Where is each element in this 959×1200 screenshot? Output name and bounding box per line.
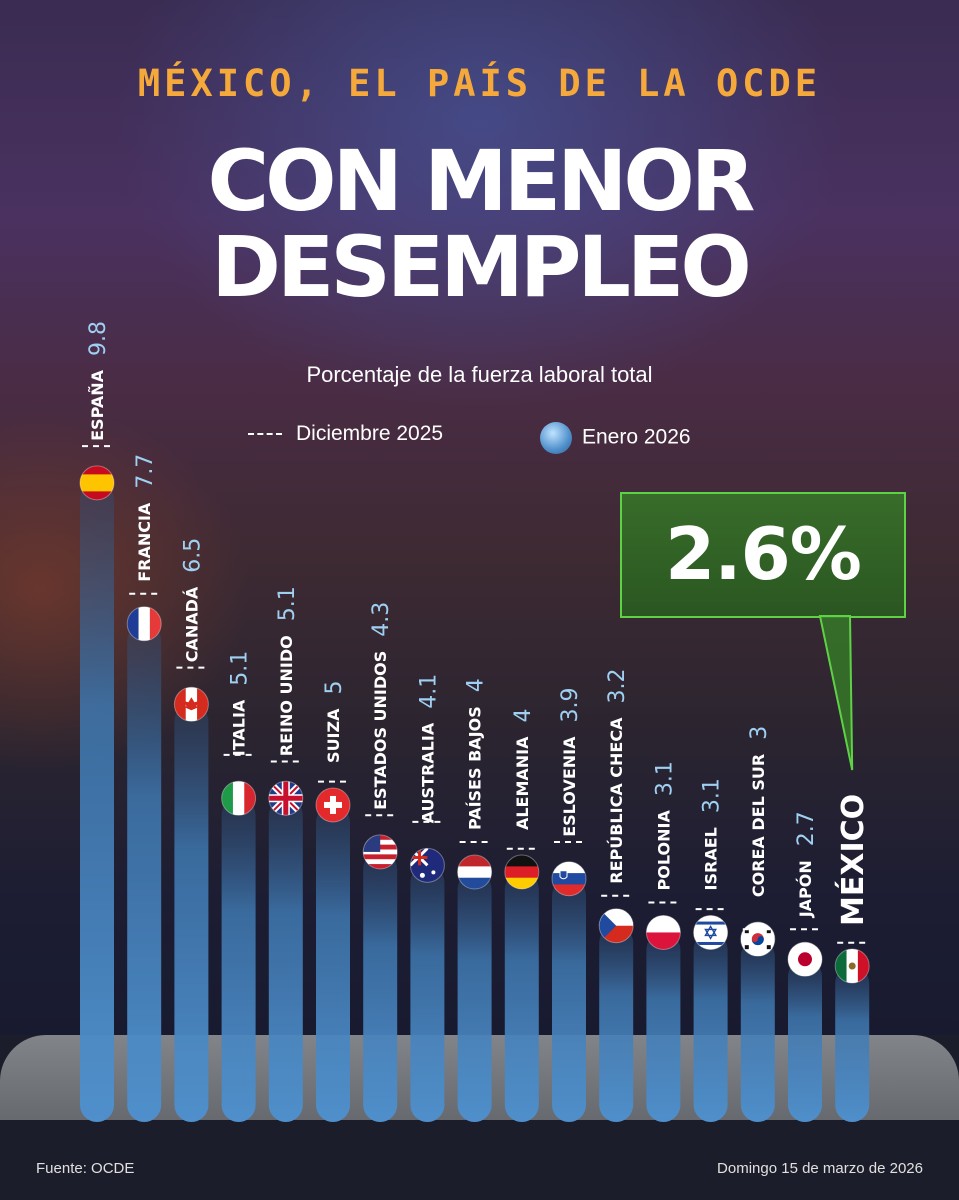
mexico-flag-icon [834,948,870,984]
bar-japón [788,959,822,1122]
value-label: 4 [464,678,489,692]
bar-eslovenia [552,878,586,1122]
kicker-title: MÉXICO, EL PAÍS DE LA OCDE [137,62,822,105]
israel-flag-icon [693,914,729,950]
category-label: REPÚBLICA CHECA [607,717,626,884]
value-label: 3.1 [652,761,677,796]
france-flag-icon [126,606,162,642]
category-label: PAÍSES BAJOS [466,706,485,830]
category-label: SUIZA [324,708,343,763]
value-label: 3.1 [700,778,725,813]
legend-dot: Enero 2026 [540,422,691,454]
legend-dot-label: Enero 2026 [582,425,691,449]
uk-flag-icon [268,780,304,816]
category-label: ALEMANIA [513,736,532,830]
bar-estados-unidos [363,851,398,1122]
value-label: 5 [322,681,347,695]
canada-flag-icon [173,686,209,722]
bar-canadá [174,704,209,1122]
category-label: AUSTRALIA [418,722,437,823]
legend-dashed-label: Diciembre 2025 [296,422,444,445]
dot-icon [540,422,572,454]
category-label: ITALIA [230,699,249,756]
callout-pointer [818,615,854,771]
subtitle: Porcentaje de la fuerza laboral total [306,362,653,387]
bar-méxico [835,966,870,1122]
category-label: REINO UNIDO [277,635,296,756]
value-label: 3.9 [558,687,583,722]
category-label: JAPÓN [796,860,815,918]
source-note: Fuente: OCDE [36,1160,135,1177]
category-label: ESLOVENIA [560,736,579,837]
bar-república-checa [599,925,634,1122]
value-label: 6.5 [180,538,205,573]
value-label: 4.3 [369,602,394,637]
bar-polonia [646,932,681,1122]
category-label: FRANCIA [135,502,154,582]
dashed-line-icon [248,433,282,436]
bar-alemania [504,872,539,1122]
background-glow [0,330,420,850]
japan-flag-icon [787,941,823,977]
value-label: 4.1 [416,674,441,709]
spain-flag-icon [79,465,115,501]
netherlands-flag-icon [457,854,493,890]
mexico-callout: 2.6% [620,492,906,618]
bar-australia [410,865,445,1122]
value-label: 9.8 [86,321,111,356]
bar-corea-del-sur [740,939,775,1122]
category-label: ESPAÑA [88,369,107,440]
poland-flag-icon [645,914,681,950]
value-label: 4 [511,709,536,723]
main-title: CON MENOR DESEMPLEO [0,138,959,310]
bar-suiza [316,804,350,1122]
germany-flag-icon [504,854,540,890]
italy-flag-icon [221,780,257,816]
australia-flag-icon [409,847,445,883]
publish-date: Domingo 15 de marzo de 2026 [717,1160,923,1177]
value-label: 3.2 [605,669,630,704]
value-label: 5.1 [275,586,300,621]
category-label: ESTADOS UNIDOS [371,651,390,810]
callout-value: 2.6% [665,512,862,596]
category-label: POLONIA [654,810,673,891]
bar-países-bajos [457,872,492,1122]
bar-españa [80,482,114,1122]
slovenia-flag-icon [551,861,587,897]
category-label: CANADÁ [182,586,201,662]
category-label: MÉXICO [835,794,871,926]
value-label: 7.7 [133,454,158,489]
category-label: COREA DEL SUR [749,754,768,897]
bar-francia [127,623,162,1122]
category-label: ISRAEL [702,827,721,890]
value-label: 3 [747,726,772,740]
czechia-flag-icon [598,908,634,944]
bar-israel [693,932,728,1122]
usa-flag-icon [362,834,398,870]
legend-dashed: Diciembre 2025 [248,422,443,446]
main-title-line1: CON MENOR [207,132,756,230]
bar-reino-unido [268,798,303,1122]
south-korea-flag-icon [740,921,776,957]
value-label: 2.7 [794,811,819,846]
switzerland-flag-icon [315,787,351,823]
bar-italia [221,798,256,1122]
main-title-line2: DESEMPLEO [211,218,751,316]
value-label: 5.1 [228,651,253,686]
